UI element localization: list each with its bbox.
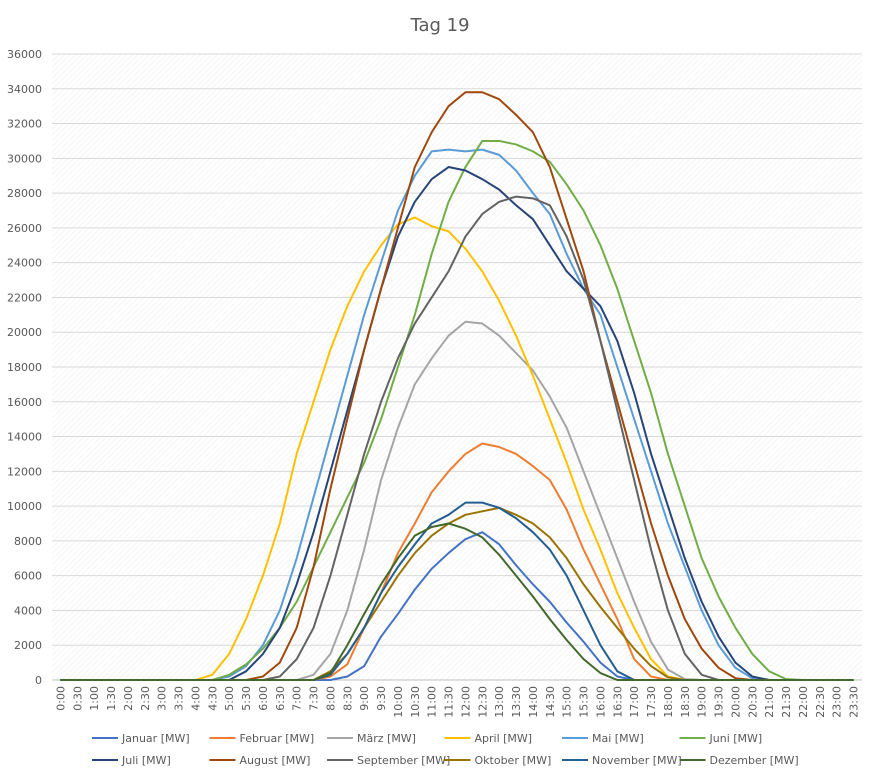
legend-label: April [MW]: [475, 732, 533, 745]
x-tick-label: 16:00: [594, 686, 607, 718]
legend-label: Juli [MW]: [121, 754, 171, 767]
lines: [60, 91, 854, 681]
y-tick-label: 26000: [7, 222, 42, 235]
x-tick-label: 22:30: [814, 686, 827, 718]
x-tick-label: 22:00: [797, 686, 810, 718]
y-tick-label: 20000: [7, 326, 42, 339]
x-tick-label: 14:00: [527, 686, 540, 718]
x-tick-label: 11:00: [426, 686, 439, 718]
x-tick-label: 4:00: [189, 686, 202, 711]
chart-title: Tag 19: [409, 15, 469, 36]
y-tick-label: 10000: [7, 500, 42, 513]
x-tick-label: 20:30: [746, 686, 759, 718]
y-tick-label: 30000: [7, 152, 42, 165]
x-tick-label: 21:00: [763, 686, 776, 718]
series-line: [60, 522, 854, 681]
x-tick-label: 8:30: [341, 686, 354, 711]
y-tick-label: 14000: [7, 431, 42, 444]
x-tick-label: 2:00: [122, 686, 135, 711]
x-tick-label: 18:00: [662, 686, 675, 718]
x-tick-label: 14:30: [544, 686, 557, 718]
x-tick-label: 10:00: [392, 686, 405, 718]
legend-label: März [MW]: [357, 732, 416, 745]
x-tick-label: 15:00: [561, 686, 574, 718]
y-tick-label: 28000: [7, 187, 42, 200]
x-tick-label: 7:30: [308, 686, 321, 711]
legend-label: Mai [MW]: [592, 732, 644, 745]
legend-label: Oktober [MW]: [475, 754, 552, 767]
legend-label: Juni [MW]: [709, 732, 763, 745]
labels: 0 2000 4000 6000 8000 10000 12000 14000 16000 180…: [7, 48, 861, 718]
legend-label: Februar [MW]: [240, 732, 315, 745]
y-tick-label: 32000: [7, 118, 42, 131]
x-tick-label: 3:30: [173, 686, 186, 711]
x-tick-label: 16:30: [611, 686, 624, 718]
x-tick-label: 19:30: [713, 686, 726, 718]
y-tick-label: 18000: [7, 361, 42, 374]
x-tick-label: 13:30: [510, 686, 523, 718]
x-tick-label: 23:00: [831, 686, 844, 718]
x-tick-label: 3:00: [156, 686, 169, 711]
x-tick-label: 0:30: [71, 686, 84, 711]
y-tick-label: 6000: [14, 570, 42, 583]
x-tick-label: 18:30: [679, 686, 692, 718]
y-tick-label: 34000: [7, 83, 42, 96]
y-tick-label: 16000: [7, 396, 42, 409]
x-tick-label: 9:30: [375, 686, 388, 711]
y-tick-label: 8000: [14, 535, 42, 548]
legend: Januar [MW] Februar [MW] März [MW] April [M…: [92, 732, 799, 767]
x-tick-label: 12:30: [476, 686, 489, 718]
legend-label: August [MW]: [240, 754, 311, 767]
legend-label: September [MW]: [357, 754, 450, 767]
legend-label: Januar [MW]: [121, 732, 190, 745]
y-tick-label: 22000: [7, 291, 42, 304]
x-tick-label: 21:30: [780, 686, 793, 718]
legend-label: November [MW]: [592, 754, 682, 767]
x-tick-label: 6:30: [274, 686, 287, 711]
x-tick-label: 15:30: [578, 686, 591, 718]
x-tick-label: 9:00: [358, 686, 371, 711]
x-tick-label: 5:30: [240, 686, 253, 711]
x-tick-label: 5:00: [223, 686, 236, 711]
x-tick-label: 13:00: [493, 686, 506, 718]
x-tick-label: 19:00: [696, 686, 709, 718]
x-tick-label: 17:30: [645, 686, 658, 718]
x-tick-label: 20:00: [729, 686, 742, 718]
x-tick-label: 12:00: [459, 686, 472, 718]
x-tick-label: 6:00: [257, 686, 270, 711]
x-tick-label: 8:00: [324, 686, 337, 711]
x-tick-label: 11:30: [443, 686, 456, 718]
y-tick-label: 12000: [7, 465, 42, 478]
y-tick-label: 24000: [7, 257, 42, 270]
y-tick-label: 0: [35, 674, 42, 687]
legend-label: Dezember [MW]: [710, 754, 799, 767]
y-tick-label: 36000: [7, 48, 42, 61]
x-tick-label: 17:00: [628, 686, 641, 718]
x-tick-label: 2:30: [139, 686, 152, 711]
y-tick-label: 4000: [14, 604, 42, 617]
x-tick-label: 10:30: [409, 686, 422, 718]
x-tick-label: 23:30: [848, 686, 861, 718]
x-tick-label: 1:30: [105, 686, 118, 711]
x-tick-label: 4:30: [206, 686, 219, 711]
y-tick-label: 2000: [14, 639, 42, 652]
x-tick-label: 1:00: [88, 686, 101, 711]
x-tick-label: 0:00: [54, 686, 67, 711]
x-tick-label: 7:00: [291, 686, 304, 711]
